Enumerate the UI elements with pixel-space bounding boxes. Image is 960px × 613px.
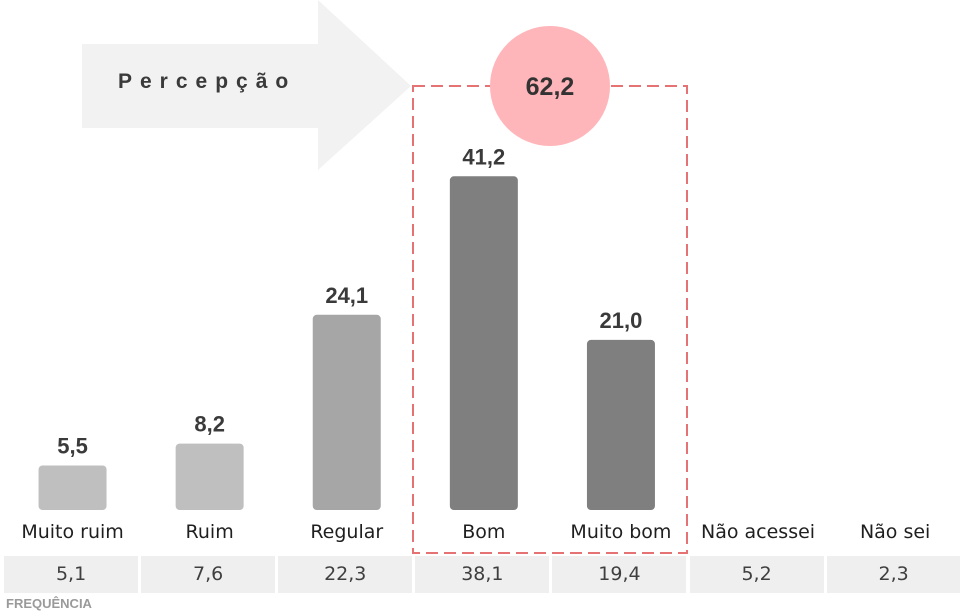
frequency-cell: 38,1 [415,556,550,593]
frequency-title: FREQUÊNCIA [6,596,92,611]
category-label: Muito ruim [21,521,123,543]
bar-value-label: 8,2 [194,412,225,437]
frequency-cell: 19,4 [552,556,687,593]
bars-group: 5,5 Muito ruim 8,2 Ruim 24,1 Regular 41,2 Bom 21… [21,144,930,543]
perception-arrow [82,0,411,170]
bar-4 [586,339,655,510]
category-label: Regular [310,521,383,543]
bar-value-label: 24,1 [325,283,368,308]
category-label: Bom [462,521,505,543]
highlight-circle [490,26,610,146]
category-label: Muito bom [570,521,671,543]
frequency-row: 5,1 7,6 22,3 38,1 19,4 5,2 2,3 [4,556,960,593]
bar-value-label: 21,0 [600,308,643,333]
bar-1 [175,443,244,510]
category-label: Ruim [186,521,234,543]
category-label: Não sei [860,521,930,543]
bar-2 [312,314,381,510]
frequency-cell: 5,1 [4,556,139,593]
bar-value-label: 41,2 [462,144,505,169]
frequency-cell: 7,6 [141,556,276,593]
highlight-total: 62,2 [526,73,575,101]
bar-0 [38,465,107,510]
bar-value-label: 5,5 [57,433,88,458]
arrow-label: Percepção [118,70,297,93]
frequency-cell: 22,3 [278,556,413,593]
category-label: Não acessei [701,521,815,543]
bar-3 [449,176,518,510]
frequency-cell: 2,3 [826,556,960,593]
frequency-cell: 5,2 [689,556,824,593]
